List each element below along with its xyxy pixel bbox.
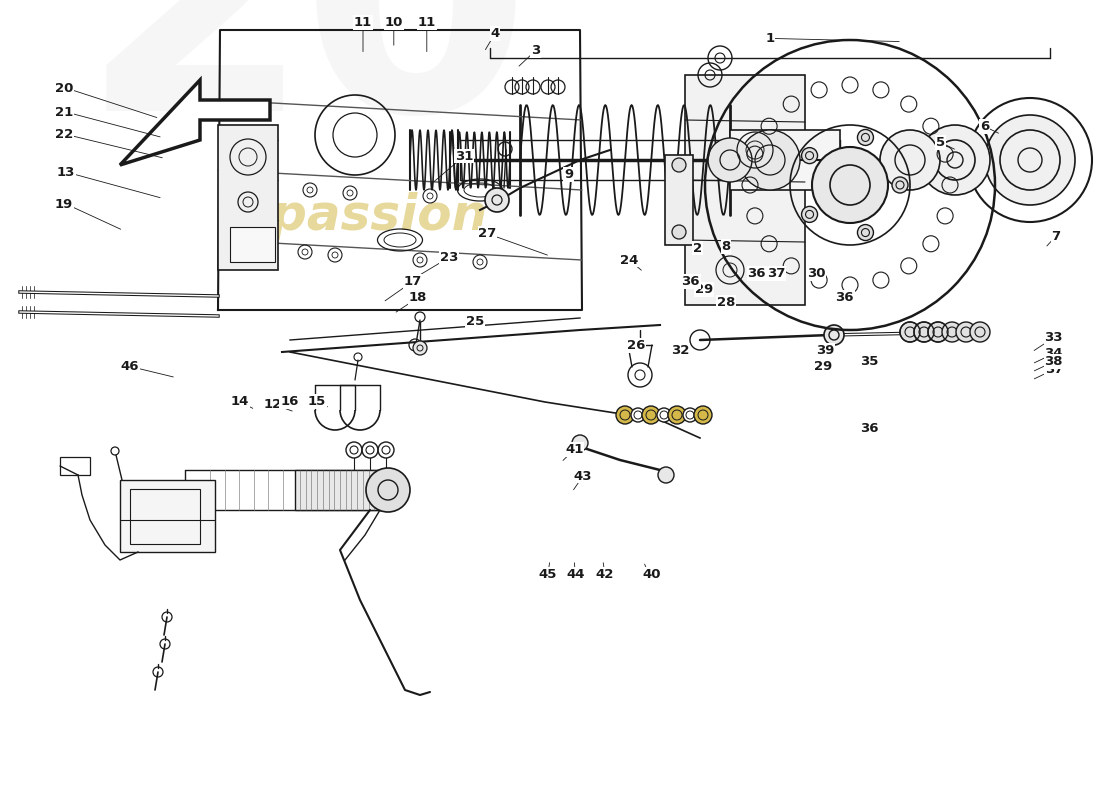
Text: 26: 26	[627, 339, 645, 352]
Text: 18: 18	[409, 291, 427, 304]
Text: 29: 29	[814, 360, 832, 373]
Circle shape	[928, 322, 948, 342]
Circle shape	[914, 322, 934, 342]
Circle shape	[708, 138, 752, 182]
Text: 1: 1	[766, 32, 774, 45]
Circle shape	[920, 125, 990, 195]
Text: 27: 27	[478, 227, 496, 240]
Circle shape	[657, 408, 671, 422]
Text: 5: 5	[936, 136, 945, 149]
Bar	[60, 457, 90, 475]
Text: 8: 8	[722, 240, 730, 253]
Circle shape	[802, 206, 817, 222]
Bar	[295, 470, 385, 510]
Circle shape	[942, 322, 962, 342]
Circle shape	[824, 325, 844, 345]
Text: 17: 17	[404, 275, 421, 288]
Text: 24: 24	[620, 254, 638, 266]
Circle shape	[812, 147, 888, 223]
Circle shape	[642, 406, 660, 424]
Text: 45: 45	[539, 568, 557, 581]
Circle shape	[366, 468, 410, 512]
Text: 2: 2	[80, 0, 312, 180]
Text: 28: 28	[717, 296, 735, 309]
Text: a passion: a passion	[220, 192, 487, 240]
Circle shape	[740, 130, 800, 190]
Text: 21: 21	[55, 106, 73, 118]
Text: 14: 14	[231, 395, 249, 408]
Circle shape	[802, 148, 817, 164]
Text: 36: 36	[836, 291, 854, 304]
Text: 3: 3	[531, 44, 540, 57]
Text: 36: 36	[682, 275, 700, 288]
Bar	[120, 480, 214, 552]
Text: 11: 11	[418, 16, 436, 29]
Text: 37: 37	[768, 267, 785, 280]
Text: 40: 40	[642, 568, 660, 581]
Circle shape	[984, 115, 1075, 205]
Circle shape	[668, 406, 686, 424]
Text: 15: 15	[308, 395, 326, 408]
Text: 35: 35	[860, 355, 878, 368]
Circle shape	[880, 130, 940, 190]
Text: 6: 6	[980, 120, 989, 133]
Text: 37: 37	[1045, 363, 1063, 376]
Bar	[230, 227, 275, 262]
Circle shape	[672, 225, 686, 239]
Circle shape	[683, 408, 697, 422]
Circle shape	[616, 406, 634, 424]
Text: 36: 36	[860, 422, 878, 434]
Text: 43: 43	[574, 470, 592, 482]
Text: 23: 23	[440, 251, 458, 264]
Text: 33: 33	[1045, 331, 1063, 344]
Circle shape	[892, 177, 907, 193]
Circle shape	[858, 225, 873, 241]
Text: 36: 36	[748, 267, 766, 280]
Bar	[218, 125, 278, 270]
Text: 29: 29	[695, 283, 713, 296]
Circle shape	[412, 341, 427, 355]
Bar	[130, 489, 200, 544]
Text: 16: 16	[280, 395, 298, 408]
Circle shape	[658, 467, 674, 483]
Text: 32: 32	[671, 344, 689, 357]
Circle shape	[485, 188, 509, 212]
Circle shape	[572, 435, 588, 451]
Text: 7: 7	[1052, 230, 1060, 242]
Circle shape	[858, 130, 873, 146]
Text: 11: 11	[354, 16, 372, 29]
Circle shape	[631, 408, 645, 422]
Text: 31: 31	[455, 150, 473, 162]
Bar	[666, 155, 693, 245]
Text: 2: 2	[693, 242, 702, 254]
Bar	[730, 130, 840, 190]
Text: 42: 42	[596, 568, 614, 581]
Text: 25: 25	[466, 315, 484, 328]
Text: 10: 10	[385, 16, 403, 29]
Text: 19: 19	[55, 198, 73, 210]
Text: 13: 13	[57, 166, 75, 178]
Text: 34: 34	[1045, 347, 1063, 360]
Circle shape	[694, 406, 712, 424]
Text: 20: 20	[55, 82, 73, 94]
Circle shape	[970, 322, 990, 342]
Circle shape	[956, 322, 976, 342]
Text: 41: 41	[565, 443, 583, 456]
Bar	[685, 75, 805, 305]
Text: 44: 44	[566, 568, 584, 581]
Text: 38: 38	[1045, 355, 1063, 368]
Text: 46: 46	[121, 360, 139, 373]
Text: 39: 39	[816, 344, 834, 357]
Text: 30: 30	[807, 267, 825, 280]
Text: 12: 12	[264, 398, 282, 410]
Text: 4: 4	[491, 27, 499, 40]
Text: 22: 22	[55, 128, 73, 141]
Text: 0: 0	[300, 0, 532, 180]
Circle shape	[672, 158, 686, 172]
Text: 9: 9	[564, 168, 573, 181]
Circle shape	[900, 322, 920, 342]
Polygon shape	[120, 80, 270, 165]
